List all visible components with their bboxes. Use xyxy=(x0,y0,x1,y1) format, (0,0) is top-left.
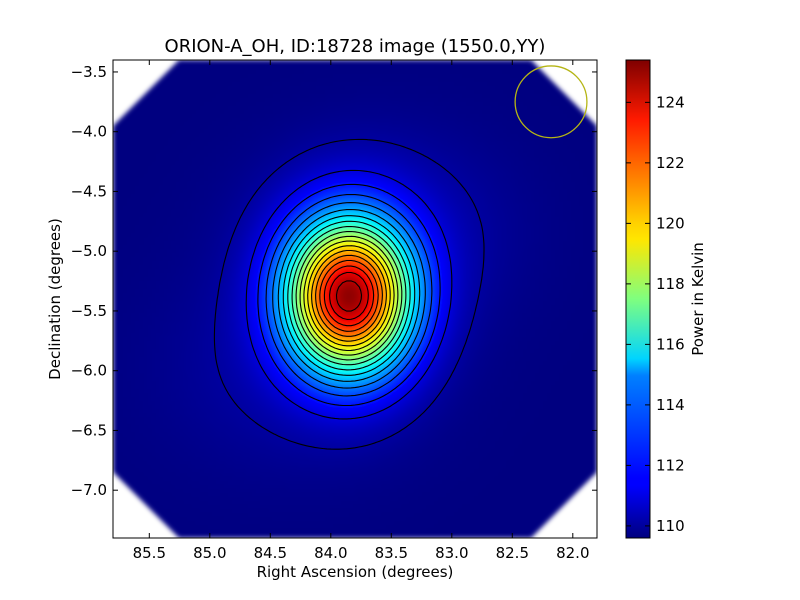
y-tick-label: −5.0 xyxy=(71,242,107,260)
x-tick-label: 84.5 xyxy=(254,544,287,562)
x-tick-label: 84.0 xyxy=(314,544,347,562)
contour-level-0 xyxy=(213,138,485,450)
contour-level-18 xyxy=(335,280,363,312)
heatmap-image xyxy=(113,60,597,538)
contour-level-3 xyxy=(265,193,433,397)
colorbar-tick-label: 124 xyxy=(656,93,685,111)
beam-circle xyxy=(514,65,588,139)
colorbar-tick-label: 112 xyxy=(656,456,685,474)
contour-level-10 xyxy=(299,235,399,356)
x-tick-label: 85.0 xyxy=(193,544,226,562)
colorbar-label: Power in Kelvin xyxy=(689,242,707,356)
contour-lines xyxy=(213,138,485,450)
x-axis-ticks: 85.5 85.0 84.5 84.0 83.5 83.0 82.5 82.0 xyxy=(133,60,590,562)
y-tick-label: −7.0 xyxy=(71,481,107,499)
x-tick-label: 85.5 xyxy=(133,544,166,562)
y-tick-label: −6.0 xyxy=(71,362,107,380)
colorbar-tick-label: 122 xyxy=(656,154,685,172)
colorbar: 110 112 114 116 118 120 122 124 Power in Kelvin xyxy=(625,59,707,539)
x-tick-label: 82.0 xyxy=(556,544,589,562)
chart-title: ORION-A_OH, ID:18728 image (1550.0,YY) xyxy=(165,36,546,57)
y-axis-label: Declination (degrees) xyxy=(46,218,64,380)
colorbar-tick-label: 118 xyxy=(656,275,685,293)
contour-level-15 xyxy=(319,259,379,332)
y-tick-label: −4.0 xyxy=(71,123,107,141)
contour-level-4 xyxy=(272,202,426,389)
contour-level-12 xyxy=(307,245,391,347)
y-tick-label: −6.5 xyxy=(71,421,107,439)
plot-frame xyxy=(112,59,598,539)
contour-level-16 xyxy=(323,265,375,327)
y-tick-label: −3.5 xyxy=(71,63,107,81)
contour-level-6 xyxy=(282,215,416,376)
x-tick-label: 82.5 xyxy=(496,544,529,562)
contour-level-11 xyxy=(303,240,395,352)
y-tick-label: −5.5 xyxy=(71,302,107,320)
colorbar-tick-label: 114 xyxy=(656,396,685,414)
colorbar-ticks: 110 112 114 116 118 120 122 124 xyxy=(626,93,685,535)
contour-level-7 xyxy=(287,220,411,371)
contour-level-17 xyxy=(329,271,369,320)
contour-level-5 xyxy=(277,208,421,382)
contour-level-2 xyxy=(257,183,441,407)
y-axis-ticks: −3.5 −4.0 −4.5 −5.0 −5.5 −6.0 −6.5 −7.0 xyxy=(71,63,597,499)
colorbar-tick-label: 116 xyxy=(656,335,685,353)
x-tick-label: 83.0 xyxy=(435,544,468,562)
y-tick-label: −4.5 xyxy=(71,182,107,200)
x-tick-label: 83.5 xyxy=(375,544,408,562)
contour-level-13 xyxy=(311,249,387,342)
colorbar-gradient xyxy=(625,59,651,539)
colorbar-tick-label: 110 xyxy=(656,517,685,535)
contour-level-14 xyxy=(315,254,383,337)
contour-level-8 xyxy=(291,225,407,366)
x-axis-label: Right Ascension (degrees) xyxy=(257,563,454,581)
plot-area xyxy=(112,59,598,539)
colorbar-tick-label: 120 xyxy=(656,214,685,232)
contour-level-9 xyxy=(295,230,403,361)
octagon-image xyxy=(113,60,597,538)
contour-level-1 xyxy=(245,169,453,420)
